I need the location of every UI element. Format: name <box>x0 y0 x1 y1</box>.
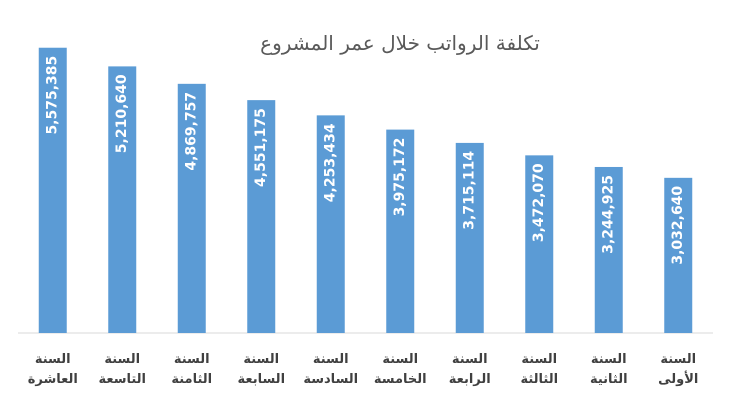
x-tick-label: السنة الرابعة <box>448 352 491 387</box>
value-label: 3,244,925 <box>601 175 617 254</box>
x-tick-label: السنة التاسعة <box>98 352 147 387</box>
value-label: 3,032,640 <box>670 186 686 265</box>
x-tick-label: السنة السادسة <box>303 352 359 387</box>
value-label: 5,210,640 <box>114 74 130 153</box>
x-tick-label: السنة الثالثة <box>520 352 559 387</box>
bar <box>316 115 345 333</box>
bar <box>247 100 276 333</box>
x-tick-label: السنة العاشرة <box>27 352 78 387</box>
value-label: 3,975,172 <box>392 138 408 217</box>
x-tick-label: السنة الخامسة <box>373 352 427 387</box>
value-label: 5,575,385 <box>45 56 61 135</box>
value-label: 4,253,434 <box>323 123 339 202</box>
bar <box>664 177 693 333</box>
bar <box>38 47 67 333</box>
bar <box>108 66 137 334</box>
bar <box>455 142 484 333</box>
x-tick-label: السنة الثانية <box>589 352 628 387</box>
bar <box>177 83 206 333</box>
chart-title: تكلفة الرواتب خلال عمر المشروع <box>260 31 540 55</box>
value-label: 4,551,175 <box>253 108 269 187</box>
value-label: 3,472,070 <box>531 163 547 242</box>
x-tick-label: السنة الثامنة <box>171 352 213 387</box>
bar <box>525 155 554 333</box>
value-label: 4,869,757 <box>184 92 200 171</box>
x-tick-label: السنة السابعة <box>237 352 286 387</box>
bar <box>594 166 623 333</box>
bar <box>386 129 415 333</box>
value-label: 3,715,114 <box>462 151 478 230</box>
x-tick-label: السنة الأولى <box>658 352 699 387</box>
